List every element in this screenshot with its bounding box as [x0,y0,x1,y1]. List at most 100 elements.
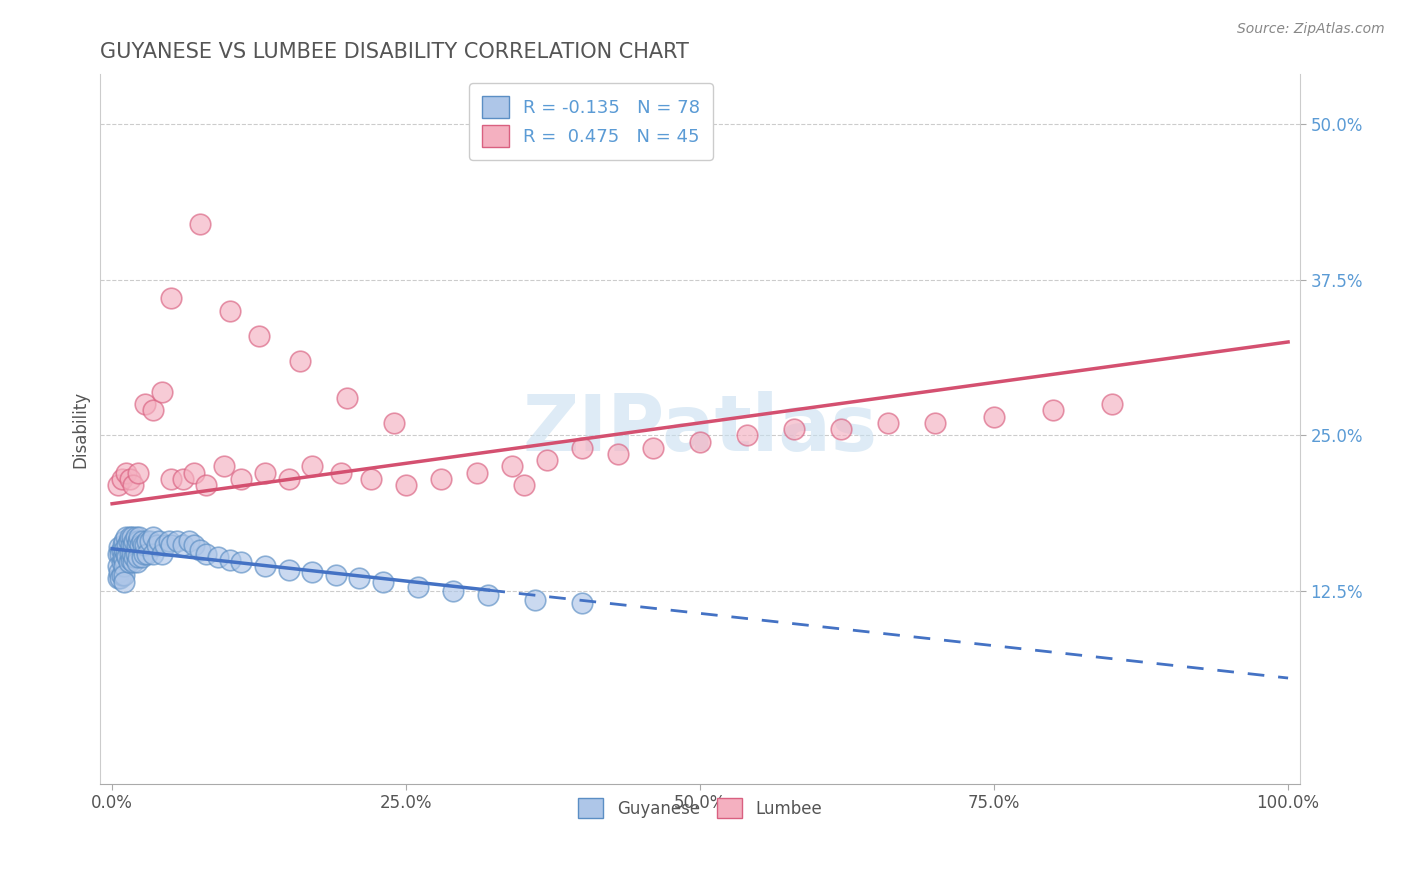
Point [142,547,165,561]
Point [142,403,165,417]
Point [132,547,155,561]
Point [117,550,139,565]
Point [382,416,405,430]
Point [122,555,145,569]
Point [127,534,149,549]
Text: GUYANESE VS LUMBEE DISABILITY CORRELATION CHART: GUYANESE VS LUMBEE DISABILITY CORRELATIO… [100,42,689,62]
Point [131,538,153,552]
Point [122,538,145,552]
Point [735,428,758,442]
Point [118,547,141,561]
Text: Source: ZipAtlas.com: Source: ZipAtlas.com [1237,22,1385,37]
Point [172,538,194,552]
Point [112,558,135,573]
Point [110,542,132,557]
Point [120,553,142,567]
Point [301,565,323,579]
Point [360,472,382,486]
Point [301,459,323,474]
Point [153,538,176,552]
Point [136,534,159,549]
Point [160,472,183,486]
Point [131,550,153,565]
Point [253,558,276,573]
Point [830,422,852,436]
Point [148,534,170,549]
Point [115,547,138,561]
Point [983,409,1005,424]
Point [110,571,132,585]
Point [121,547,143,561]
Point [136,547,159,561]
Point [111,538,134,552]
Point [406,580,429,594]
Point [117,538,139,552]
Point [112,534,135,549]
Point [110,567,132,582]
Point [160,292,183,306]
Point [395,478,418,492]
Point [127,466,149,480]
Point [218,553,240,567]
Point [188,217,211,231]
Point [107,547,129,561]
Point [108,541,131,555]
Point [641,441,664,455]
Point [277,563,299,577]
Point [1101,397,1123,411]
Point [166,534,188,549]
Point [212,459,235,474]
Point [118,472,141,486]
Point [371,575,394,590]
Point [177,534,200,549]
Point [108,565,131,579]
Point [124,550,146,565]
Point [111,550,134,565]
Point [330,466,353,480]
Point [150,547,173,561]
Point [112,575,135,590]
Point [107,478,129,492]
Point [110,472,132,486]
Point [127,550,149,565]
Point [125,555,148,569]
Point [122,478,145,492]
Point [142,530,165,544]
Point [536,453,558,467]
Point [347,571,370,585]
Point [117,534,139,549]
Point [112,542,135,557]
Point [689,434,711,449]
Point [160,538,183,552]
Point [290,353,312,368]
Point [524,592,547,607]
Point [247,328,270,343]
Point [277,472,299,486]
Y-axis label: Disability: Disability [72,391,89,467]
Point [571,596,593,610]
Point [924,416,946,430]
Point [231,555,253,569]
Point [134,538,156,552]
Point [107,571,129,585]
Point [115,530,138,544]
Point [783,422,806,436]
Point [115,466,138,480]
Point [430,472,453,486]
Point [139,534,162,549]
Point [118,530,141,544]
Legend: Guyanese, Lumbee: Guyanese, Lumbee [572,791,828,825]
Point [195,547,218,561]
Point [477,588,499,602]
Point [188,542,211,557]
Point [107,558,129,573]
Point [110,547,132,561]
Point [131,534,153,549]
Point [128,530,150,544]
Point [121,530,143,544]
Point [231,472,253,486]
Point [571,441,593,455]
Point [110,555,132,569]
Point [195,478,218,492]
Text: ZIPatlas: ZIPatlas [523,391,877,467]
